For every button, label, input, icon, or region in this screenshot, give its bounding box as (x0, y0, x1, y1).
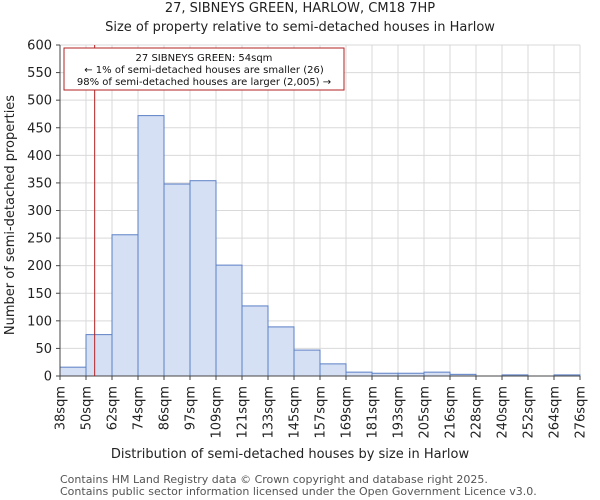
x-axis-label: Distribution of semi-detached houses by … (111, 447, 470, 462)
histogram-bar (189, 180, 217, 377)
y-tick-label: 350 (27, 176, 52, 191)
histogram-bar (241, 305, 269, 377)
footer-line-2: Contains public sector information licen… (60, 485, 537, 498)
x-tick-label: 97sqm (184, 386, 199, 430)
x-tick-label: 252sqm (522, 386, 537, 439)
x-tick-label: 169sqm (340, 386, 355, 439)
histogram-bar (59, 366, 87, 377)
x-tick-labels: 38sqm 50sqm 62sqm 74sqm 86sqm 97sqm 109sqm 121s… (54, 376, 589, 439)
footer-line-1: Contains HM Land Registry data © Crown c… (60, 473, 488, 486)
x-tick-label: 133sqm (262, 386, 277, 439)
chart-subtitle: Size of property relative to semi-detach… (105, 20, 495, 35)
y-tick-label: 50 (35, 342, 52, 357)
x-tick-label: 74sqm (132, 386, 147, 430)
y-tick-label: 300 (27, 204, 52, 219)
x-tick-label: 216sqm (444, 386, 459, 439)
x-tick-label: 50sqm (80, 386, 95, 430)
x-tick-label: 264sqm (548, 386, 563, 439)
y-tick-label: 400 (27, 149, 52, 164)
x-tick-label: 38sqm (54, 386, 69, 430)
chart-title: 27, SIBNEYS GREEN, HARLOW, CM18 7HP (165, 1, 435, 16)
x-tick-label: 240sqm (496, 386, 511, 439)
histogram-bar (319, 363, 347, 377)
x-tick-label: 205sqm (418, 386, 433, 439)
x-tick-label: 157sqm (314, 386, 329, 439)
histogram-bar (345, 371, 373, 377)
histogram-bar (293, 349, 321, 377)
y-tick-label: 600 (27, 39, 52, 54)
x-tick-label: 181sqm (366, 386, 381, 439)
x-tick-label: 228sqm (470, 386, 485, 439)
x-tick-label: 86sqm (158, 386, 173, 430)
histogram-bar (267, 326, 295, 377)
histogram-bar (423, 371, 451, 377)
annotation-frame (63, 47, 345, 91)
x-tick-label: 145sqm (288, 386, 303, 439)
histogram-bar (163, 183, 191, 377)
annotation-line-1: 27 SIBNEYS GREEN: 54sqm (136, 53, 273, 64)
annotation-line-3: 98% of semi-detached houses are larger (… (77, 77, 331, 88)
annotation-line-2: ← 1% of semi-detached houses are smaller… (84, 65, 324, 76)
histogram-bar (85, 334, 113, 377)
y-tick-label: 100 (27, 314, 52, 329)
y-axis-label: Number of semi-detached properties (3, 95, 18, 335)
x-tick-label: 193sqm (392, 386, 407, 439)
x-tick-label: 62sqm (106, 386, 121, 430)
y-tick-label: 250 (27, 232, 52, 247)
y-tick-label: 150 (27, 287, 52, 302)
y-tick-label: 0 (44, 370, 52, 385)
histogram-bar (137, 115, 165, 377)
histogram-bar (111, 234, 139, 377)
y-tick-label: 550 (27, 66, 52, 81)
x-tick-label: 121sqm (236, 386, 251, 439)
y-tick-label: 450 (27, 121, 52, 136)
y-tick-label: 200 (27, 259, 52, 274)
y-tick-label: 500 (27, 94, 52, 109)
x-tick-label: 109sqm (210, 386, 225, 439)
histogram-bar (215, 264, 243, 377)
x-tick-label: 276sqm (574, 386, 589, 439)
bars (59, 115, 581, 377)
y-tick-labels: 0 50 100 150 200 250 300 350 400 450 500 550 600 (27, 39, 60, 385)
annotation-box: 27 SIBNEYS GREEN: 54sqm ← 1% of semi-det… (63, 47, 345, 91)
